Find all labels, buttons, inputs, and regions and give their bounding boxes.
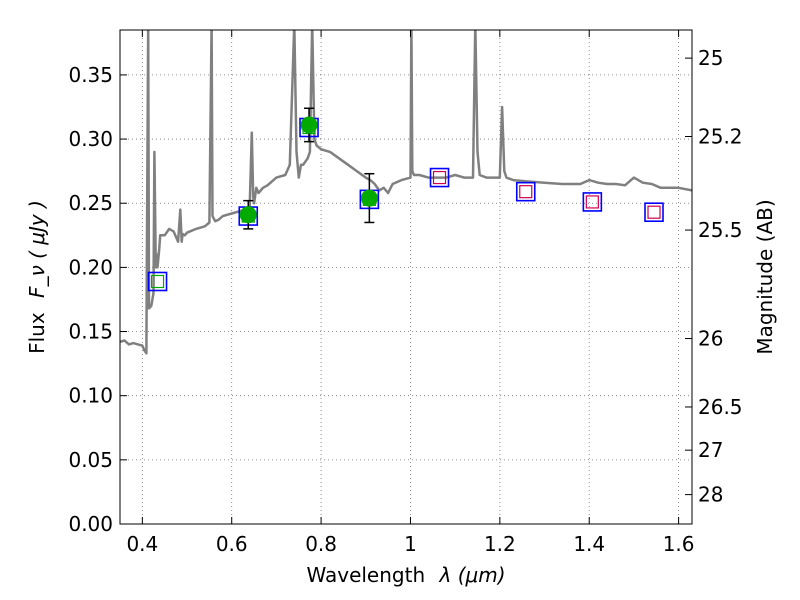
x-axis-label: Wavelength λ (μm) [306, 563, 505, 587]
model-box [147, 271, 168, 292]
observed-marker [300, 116, 318, 134]
x-axis-label-text: Wavelength [306, 563, 425, 587]
y-tick-label: 0.00 [68, 512, 113, 536]
observed-marker [360, 189, 378, 207]
y-tick-label: 0.05 [68, 448, 113, 472]
model-box [429, 167, 450, 188]
x-tick-label: 1 [404, 532, 417, 556]
y-tick-label: 0.10 [68, 384, 113, 408]
plot-area [120, 30, 692, 355]
y-axis-label: Flux F_ν ( μJy ) [25, 200, 49, 354]
y-axis-label-symbol: F_ν ( μJy ) [25, 200, 49, 298]
model-box [515, 181, 536, 202]
model-point [147, 271, 168, 292]
model-box-inner [150, 274, 165, 289]
model-box-inner [519, 185, 533, 199]
y-tick-label: 0.30 [68, 127, 113, 151]
y2-tick-label: 25.5 [698, 218, 743, 242]
axis-labels: Wavelength λ (μm) Flux F_ν ( μJy ) Magni… [25, 199, 777, 587]
observed-marker [239, 206, 257, 224]
x-tick-label: 1.6 [663, 532, 695, 556]
sed-line [120, 30, 692, 355]
observed-point [300, 107, 318, 143]
axis-ticks: 0.4 0.6 0.8 1 1.2 1.4 1.6 0.00 0.05 0.10 0.15 0.20 0… [68, 30, 743, 556]
y-axis-label-text: Flux [25, 312, 49, 354]
model-point [582, 192, 603, 212]
model-box [582, 192, 603, 212]
x-tick-label: 1.4 [573, 532, 605, 556]
plot-frame [119, 29, 693, 525]
observed-point [239, 199, 257, 230]
y2-tick-label: 25 [698, 46, 723, 70]
model-box-inner [585, 195, 599, 209]
observed-point [360, 172, 378, 224]
model-box-inner [647, 205, 661, 219]
y2-tick-label: 25.2 [698, 125, 743, 149]
x-tick-label: 0.6 [216, 532, 248, 556]
x-tick-label: 0.4 [126, 532, 158, 556]
y-tick-label: 0.35 [68, 63, 113, 87]
grid [120, 30, 692, 525]
model-point [515, 181, 536, 202]
y-tick-label: 0.25 [68, 191, 113, 215]
model-box [644, 202, 664, 223]
y-tick-label: 0.15 [68, 320, 113, 344]
y2-axis-label: Magnitude (AB) [753, 199, 777, 354]
y2-tick-label: 27 [698, 438, 723, 462]
y2-tick-label: 26.5 [698, 395, 743, 419]
model-point [429, 167, 450, 188]
y-tick-label: 0.20 [68, 255, 113, 279]
model-box-inner [432, 170, 447, 185]
x-axis-label-symbol: λ (μm) [439, 563, 506, 587]
x-tick-label: 0.8 [305, 532, 337, 556]
x-tick-label: 1.2 [484, 532, 516, 556]
model-point [644, 202, 664, 223]
y2-tick-label: 28 [698, 483, 723, 507]
y2-tick-label: 26 [698, 327, 723, 351]
